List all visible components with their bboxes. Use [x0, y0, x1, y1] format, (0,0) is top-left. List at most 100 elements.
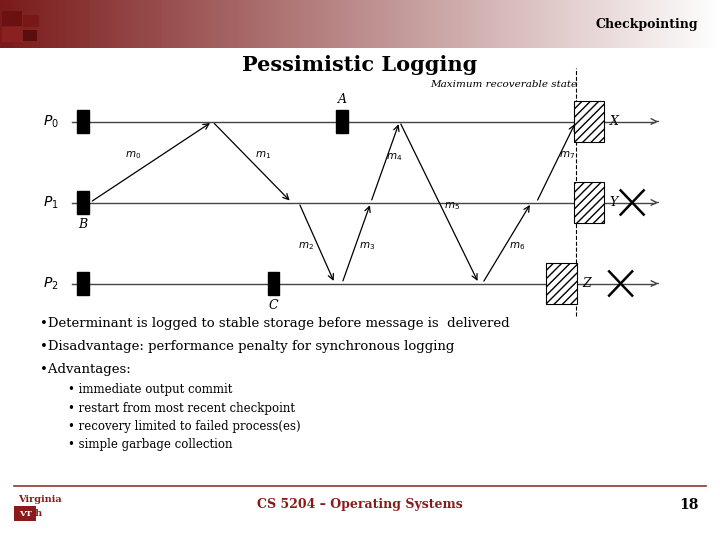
Bar: [378, 0, 382, 48]
Text: • recovery limited to failed process(es): • recovery limited to failed process(es): [68, 420, 301, 433]
Text: 18: 18: [679, 498, 698, 512]
Bar: [122, 0, 126, 48]
Text: $P_2$: $P_2$: [43, 275, 59, 292]
Bar: [133, 0, 137, 48]
Bar: [546, 263, 577, 303]
Bar: [472, 0, 475, 48]
Bar: [191, 0, 194, 48]
Bar: [320, 0, 324, 48]
Bar: [562, 0, 565, 48]
Bar: [652, 0, 655, 48]
Text: X: X: [610, 115, 618, 128]
Bar: [518, 0, 522, 48]
Bar: [50, 0, 54, 48]
Bar: [346, 0, 349, 48]
Bar: [227, 0, 230, 48]
Bar: [500, 0, 504, 48]
Bar: [43, 0, 47, 48]
Bar: [490, 0, 493, 48]
Bar: [454, 0, 457, 48]
Bar: [331, 0, 335, 48]
Bar: [349, 0, 353, 48]
Bar: [450, 0, 454, 48]
Bar: [637, 0, 641, 48]
Bar: [598, 0, 601, 48]
Bar: [47, 0, 50, 48]
Bar: [382, 0, 385, 48]
Bar: [144, 0, 148, 48]
Bar: [601, 0, 605, 48]
Bar: [356, 0, 360, 48]
Bar: [205, 0, 209, 48]
Bar: [407, 0, 410, 48]
Bar: [428, 0, 432, 48]
Bar: [619, 0, 623, 48]
Bar: [684, 0, 688, 48]
Bar: [126, 0, 130, 48]
Text: $m_7$: $m_7$: [559, 150, 575, 161]
Text: $m_4$: $m_4$: [387, 151, 402, 163]
Bar: [270, 0, 274, 48]
Bar: [61, 0, 65, 48]
Bar: [695, 0, 698, 48]
Text: CS 5204 – Operating Systems: CS 5204 – Operating Systems: [257, 498, 463, 511]
Text: $m_0$: $m_0$: [125, 150, 141, 161]
Bar: [202, 0, 205, 48]
Bar: [580, 0, 583, 48]
Bar: [22, 0, 25, 48]
Bar: [612, 0, 616, 48]
Bar: [709, 0, 713, 48]
Text: $m_6$: $m_6$: [509, 240, 525, 252]
Bar: [479, 0, 482, 48]
Bar: [313, 0, 317, 48]
Bar: [688, 0, 691, 48]
Bar: [223, 0, 227, 48]
Bar: [605, 0, 608, 48]
Bar: [641, 0, 644, 48]
Bar: [158, 0, 162, 48]
Bar: [302, 0, 306, 48]
Bar: [360, 0, 364, 48]
Bar: [673, 0, 677, 48]
Bar: [392, 0, 396, 48]
Bar: [112, 0, 115, 48]
Bar: [238, 0, 241, 48]
Bar: [569, 0, 572, 48]
Bar: [475, 0, 479, 48]
Bar: [630, 0, 634, 48]
Bar: [526, 0, 529, 48]
Bar: [540, 0, 544, 48]
Text: Virginia: Virginia: [18, 495, 62, 504]
Bar: [23, 15, 39, 27]
Bar: [716, 0, 720, 48]
Bar: [184, 0, 187, 48]
Bar: [677, 0, 680, 48]
Bar: [436, 0, 439, 48]
Bar: [268, 272, 279, 295]
Bar: [497, 0, 500, 48]
Bar: [58, 0, 61, 48]
Bar: [169, 0, 173, 48]
Bar: [104, 0, 108, 48]
Bar: [241, 0, 245, 48]
Text: $P_1$: $P_1$: [43, 194, 59, 211]
Bar: [212, 0, 216, 48]
Bar: [277, 0, 281, 48]
Bar: [432, 0, 436, 48]
Bar: [659, 0, 662, 48]
Bar: [220, 0, 223, 48]
Bar: [2, 11, 22, 26]
Bar: [77, 272, 89, 295]
Bar: [371, 0, 374, 48]
Bar: [180, 0, 184, 48]
Bar: [536, 0, 540, 48]
Bar: [310, 0, 313, 48]
Bar: [148, 0, 151, 48]
Text: B: B: [78, 218, 87, 231]
Bar: [194, 0, 198, 48]
Bar: [587, 0, 590, 48]
Text: • immediate output commit: • immediate output commit: [68, 383, 233, 396]
Bar: [608, 0, 612, 48]
Bar: [151, 0, 155, 48]
Bar: [353, 0, 356, 48]
